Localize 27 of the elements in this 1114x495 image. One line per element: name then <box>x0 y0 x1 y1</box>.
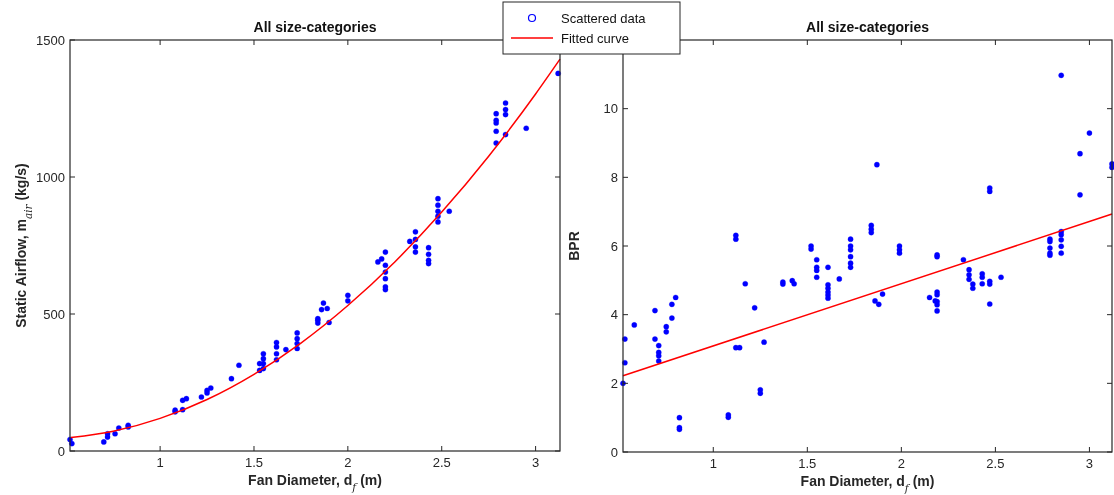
y-tick-label: 2 <box>610 375 618 391</box>
y-tick-label: 8 <box>610 169 618 185</box>
chart-title: All size-categories <box>806 19 930 35</box>
x-axis-title: Fan Diameter, d$_{f}$ (m) <box>248 472 382 493</box>
x-tick-label: 1 <box>156 455 164 470</box>
y-tick-label: 0 <box>610 444 618 460</box>
y-tick-label: 10 <box>603 101 618 117</box>
x-tick-label: 3 <box>1085 456 1094 471</box>
x-tick-label: 2.5 <box>432 455 451 470</box>
x-axis-title: Fan Diameter, d$_{f}$ (m) <box>800 473 935 494</box>
x-tick-label: 2 <box>344 455 352 470</box>
y-tick-label: 4 <box>610 307 618 323</box>
y-tick-label: 1500 <box>36 32 65 48</box>
chart-title: All size-categories <box>253 19 377 35</box>
x-tick-label: 2.5 <box>986 456 1005 471</box>
y-tick-label: 1000 <box>36 169 65 185</box>
x-tick-label: 1.5 <box>798 456 817 471</box>
legend-label: Fitted curve <box>561 31 629 46</box>
y-axis-title: BPR <box>566 231 582 261</box>
y-tick-label: 500 <box>43 306 65 322</box>
y-tick-label: 0 <box>57 443 65 459</box>
y-tick-label: 6 <box>610 238 618 254</box>
x-tick-label: 3 <box>531 455 540 470</box>
x-tick-label: 2 <box>897 456 905 471</box>
x-tick-label: 1.5 <box>244 455 264 470</box>
legend-label: Scattered data <box>561 11 647 26</box>
x-tick-label: 1 <box>709 456 717 471</box>
